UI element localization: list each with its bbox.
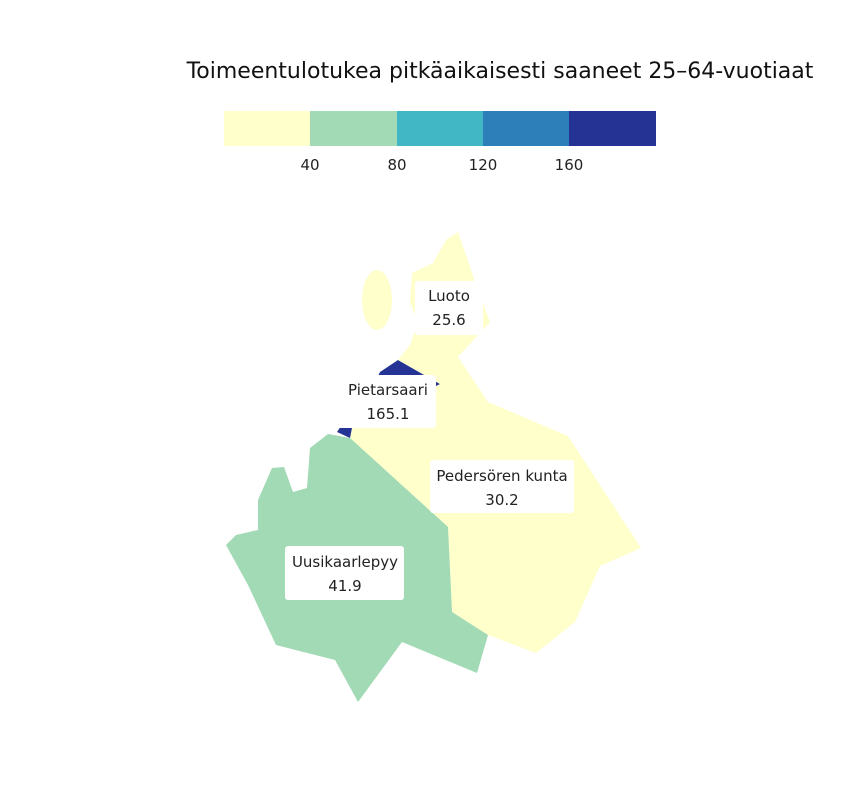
region-value: 165.1 (367, 405, 410, 423)
legend-swatch-1 (224, 111, 311, 146)
legend-swatch-3 (397, 111, 484, 146)
region-label-uusikaarlepyy: Uusikaarlepyy 41.9 (285, 546, 404, 600)
region-label-pedersoren-kunta: Pedersören kunta 30.2 (430, 460, 574, 513)
legend-swatch-2 (310, 111, 397, 146)
map-title: Toimeentulotukea pitkäaikaisesti saaneet… (186, 59, 814, 84)
legend-swatch-4 (483, 111, 570, 146)
region-value: 41.9 (328, 577, 361, 595)
legend-tick: 40 (300, 156, 319, 174)
legend-tick: 80 (387, 156, 406, 174)
region-name: Pietarsaari (348, 381, 428, 399)
region-value: 25.6 (432, 311, 465, 329)
region-name: Pedersören kunta (436, 467, 567, 485)
region-label-luoto: Luoto 25.6 (415, 281, 483, 335)
region-label-pietarsaari: Pietarsaari 165.1 (337, 375, 436, 428)
legend-tick: 120 (469, 156, 498, 174)
legend-swatch-5 (569, 111, 656, 146)
region-name: Luoto (428, 287, 470, 305)
region-name: Uusikaarlepyy (292, 553, 398, 571)
legend-tick: 160 (555, 156, 584, 174)
color-legend: 40 80 120 160 (224, 111, 656, 174)
region-value: 30.2 (485, 491, 518, 509)
region-luoto-island[interactable] (362, 270, 392, 330)
